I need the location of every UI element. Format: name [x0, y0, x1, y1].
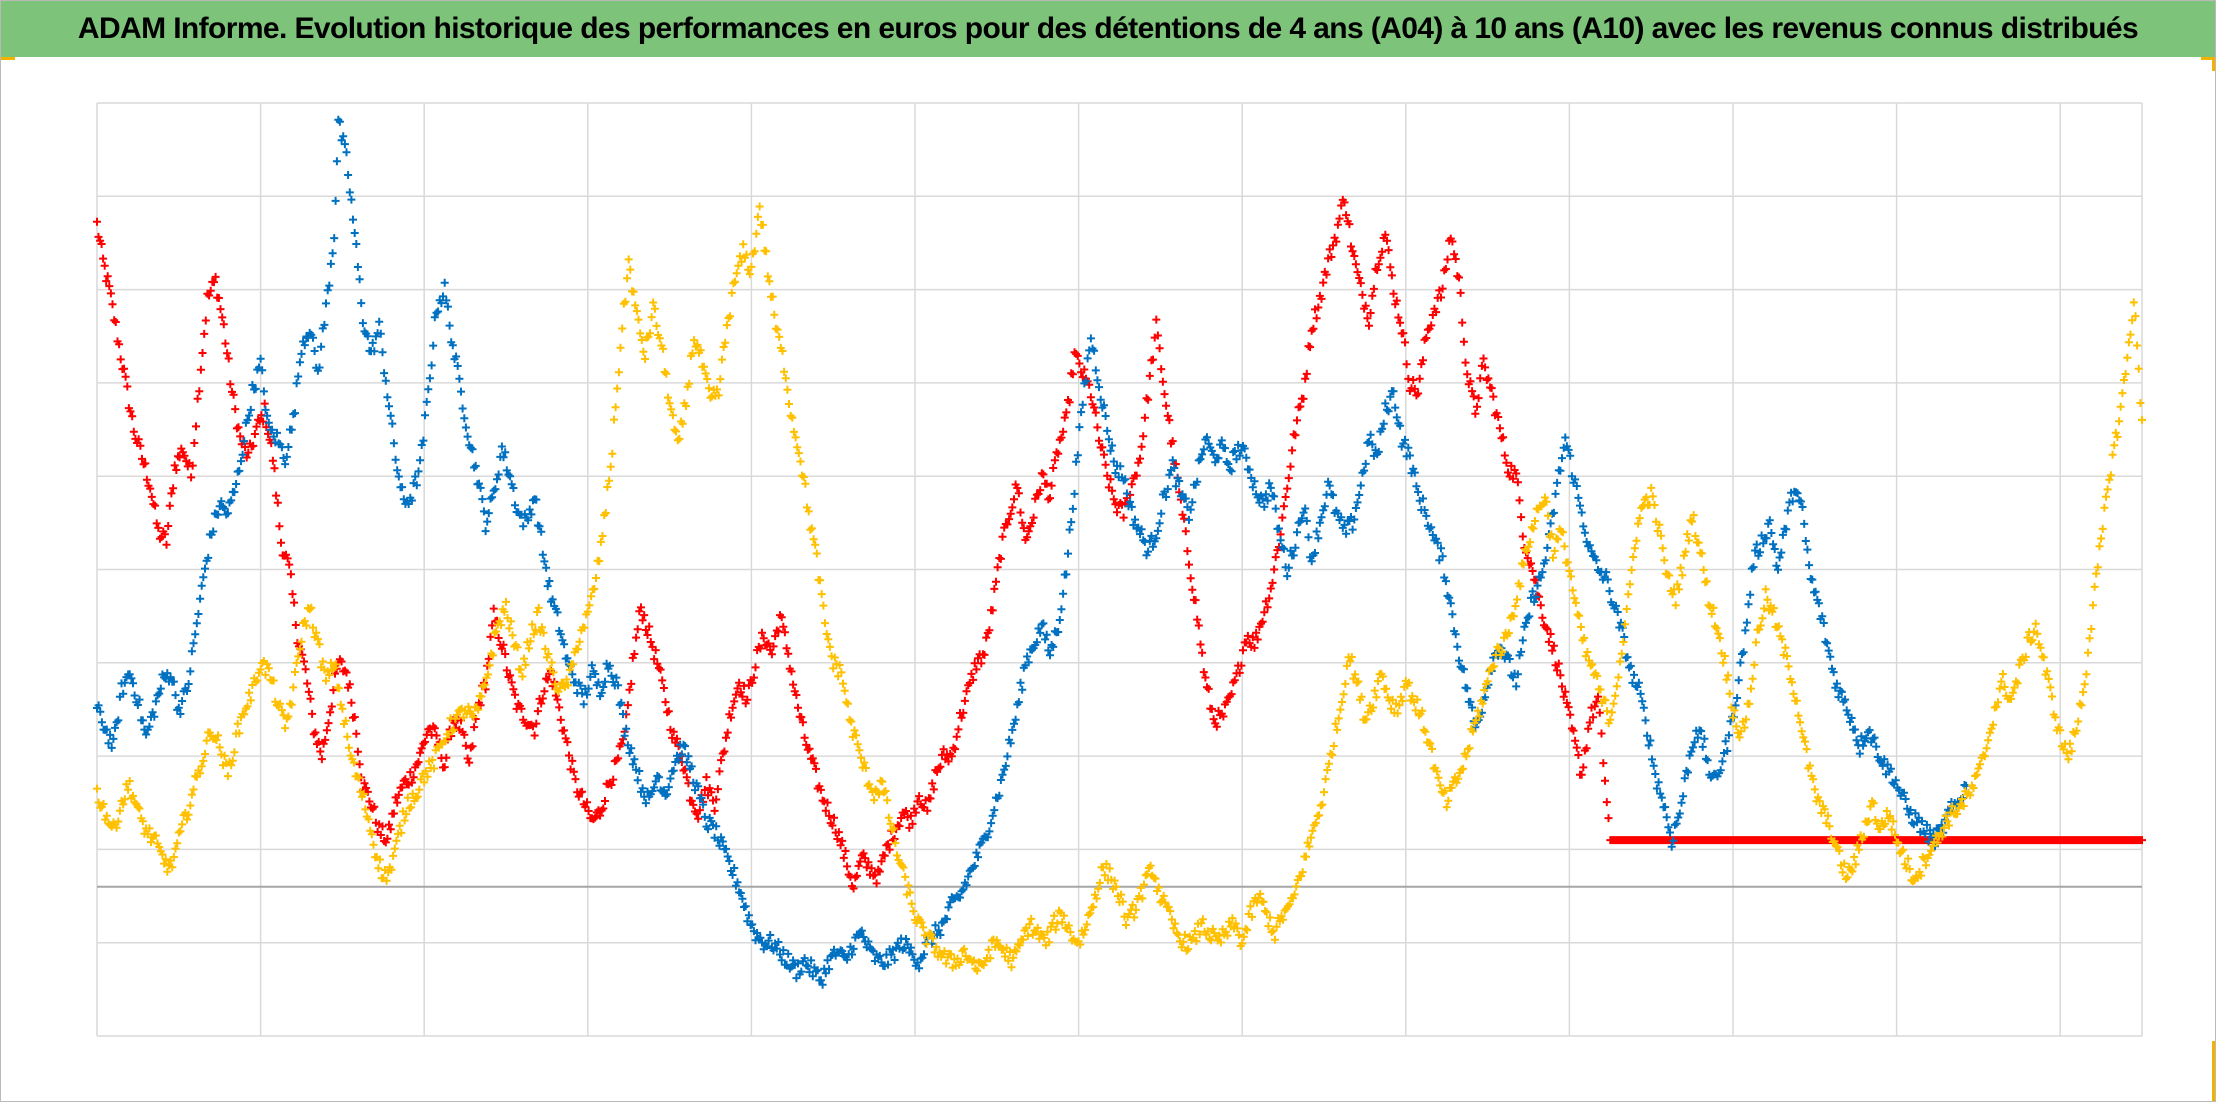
corner-accent-bottom-right	[2212, 1041, 2215, 1101]
series-3	[93, 202, 2146, 975]
corner-accent-top-right-vertical	[2212, 57, 2215, 71]
series-1-markers	[93, 195, 2146, 893]
series-3-markers	[93, 202, 2146, 975]
corner-accent-top-right-horizontal	[2201, 57, 2215, 60]
grid-lines	[96, 102, 2143, 1037]
title-bar: ADAM Informe. Evolution historique des p…	[1, 1, 2215, 57]
corner-accent-top-left	[1, 57, 15, 60]
chart-title: ADAM Informe. Evolution historique des p…	[77, 12, 2139, 45]
data-points	[93, 115, 2146, 989]
series-1	[93, 195, 2146, 893]
